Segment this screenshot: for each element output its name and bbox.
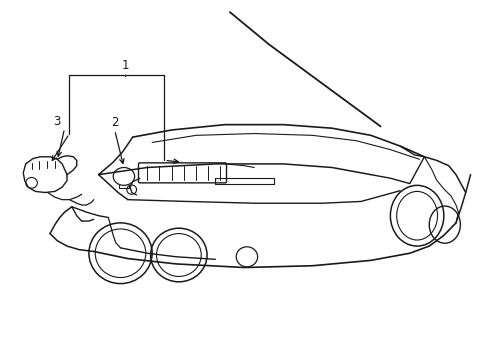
Text: 1: 1 (122, 59, 129, 72)
Text: 2: 2 (111, 116, 118, 129)
Text: 3: 3 (54, 114, 61, 127)
